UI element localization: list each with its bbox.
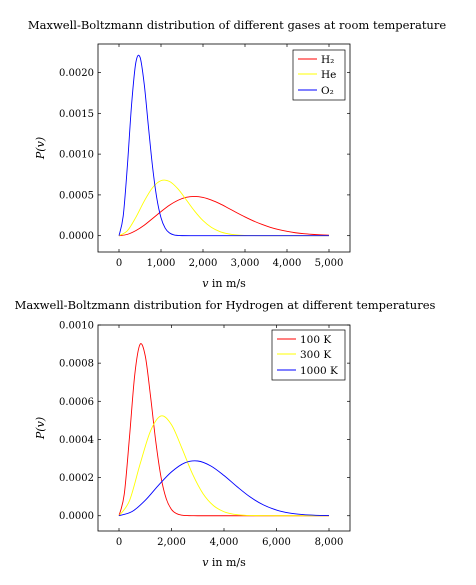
chart-1-x-tick-label: 0 <box>116 258 122 269</box>
chart-1-x-tick-label: 3,000 <box>231 258 260 269</box>
chart-1-x-tick-label: 4,000 <box>273 258 302 269</box>
chart-1-x-axis-label: v in m/s <box>202 277 246 290</box>
chart-1-legend-box <box>292 49 346 101</box>
chart-1-y-tick-label: 0.0005 <box>59 190 94 201</box>
chart-2-series-lines <box>118 343 330 517</box>
chart-2-legend-label-300k: 300 K <box>300 349 331 361</box>
chart-1-legend-label-h2: H₂ <box>321 54 334 66</box>
chart-2-y-tick-label: 0.0008 <box>59 359 94 370</box>
chart-2-x-tick-label: 2,000 <box>157 537 186 548</box>
chart-2-series-line-0 <box>118 343 329 517</box>
chart-1-legend-label-o2: O₂ <box>321 85 334 97</box>
chart-1-ticks: 0 1,000 2,000 3,000 4,000 5,000 0.0000 0.0005 0.… <box>59 44 350 269</box>
chart-2-title: Maxwell-Boltzmann distribution for Hydro… <box>15 298 436 312</box>
chart-1-x-tick-label: 1,000 <box>147 258 176 269</box>
chart-2-x-axis-var: v <box>202 556 209 569</box>
chart-2-ticks: 0 2,000 4,000 6,000 8,000 0.0000 0.0002 0.0004 0… <box>59 321 350 548</box>
chart-1-series-line-0 <box>118 195 330 237</box>
chart-1: Maxwell-Boltzmann distribution of differ… <box>28 18 446 290</box>
chart-1-y-tick-label: 0.0015 <box>59 109 94 120</box>
chart-2-legend: 100 K 300 K 1000 K <box>271 329 346 381</box>
chart-2-legend-label-1000k: 1000 K <box>300 365 338 377</box>
chart-2-y-tick-label: 0.0006 <box>59 397 94 408</box>
chart-2-x-tick-label: 0 <box>116 537 122 548</box>
chart-1-y-tick-label: 0.0020 <box>59 68 94 79</box>
chart-1-x-axis-var: v <box>202 277 209 290</box>
chart-2-x-tick-label: 8,000 <box>315 537 344 548</box>
chart-1-series-line-2 <box>118 54 329 237</box>
chart-2-series-line-2 <box>118 460 330 517</box>
chart-1-x-tick-label: 2,000 <box>189 258 218 269</box>
chart-1-legend: H₂ He O₂ <box>292 49 346 101</box>
chart-1-title: Maxwell-Boltzmann distribution of differ… <box>28 18 446 32</box>
chart-2-x-tick-label: 4,000 <box>210 537 239 548</box>
chart-2-y-tick-label: 0.0000 <box>59 511 94 522</box>
chart-1-y-axis-label: P(v) <box>34 137 47 160</box>
chart-2-series-line-1 <box>118 415 329 517</box>
chart-2-x-axis-label: v in m/s <box>202 556 246 569</box>
chart-2-legend-label-100k: 100 K <box>300 334 331 346</box>
chart-2-y-tick-label: 0.0010 <box>59 321 94 332</box>
chart-1-series-lines <box>118 54 330 237</box>
chart-1-y-tick-label: 0.0010 <box>59 150 94 161</box>
chart-1-series-line-1 <box>118 179 329 237</box>
chart-1-legend-label-he: He <box>321 69 336 81</box>
chart-1-x-tick-label: 5,000 <box>315 258 344 269</box>
chart-2-x-tick-label: 6,000 <box>262 537 291 548</box>
chart-2-y-tick-label: 0.0004 <box>59 435 94 446</box>
chart-2-y-tick-label: 0.0002 <box>59 473 94 484</box>
chart-2-y-axis-label: P(v) <box>34 417 47 440</box>
chart-2-x-axis-unit: in m/s <box>208 556 246 569</box>
chart-1-plot-frame <box>97 43 351 253</box>
chart-1-y-tick-label: 0.0000 <box>59 231 94 242</box>
chart-2-legend-box <box>271 329 346 381</box>
chart-1-x-axis-unit: in m/s <box>208 277 246 290</box>
chart-2: Maxwell-Boltzmann distribution for Hydro… <box>15 298 436 569</box>
